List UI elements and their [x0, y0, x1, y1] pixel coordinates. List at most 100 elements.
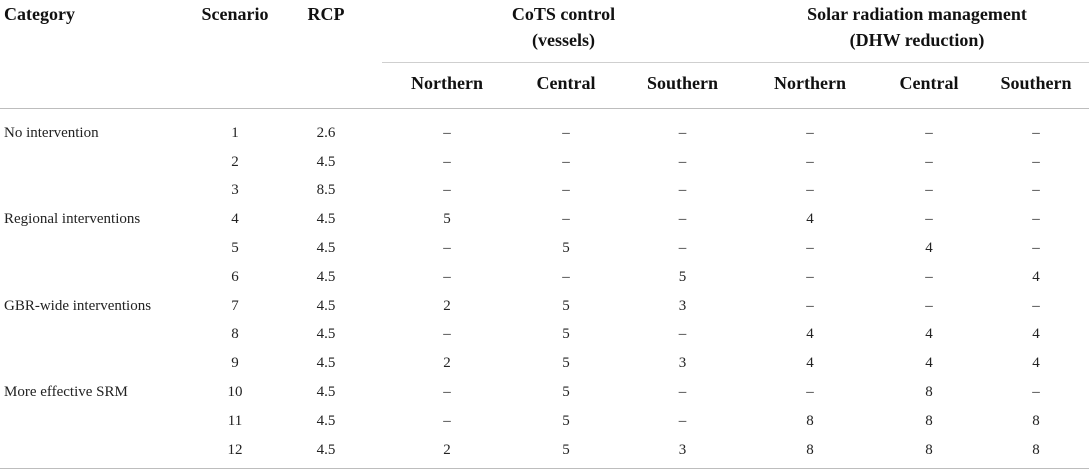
- table-row: No intervention 1 2.6 – – – – – –: [0, 109, 1089, 148]
- rcp-cell: 4.5: [316, 412, 336, 429]
- cots-southern-cell: –: [678, 412, 687, 429]
- cots-northern-cell: 2: [443, 297, 451, 314]
- cots-central-cell: –: [562, 124, 570, 141]
- cots-southern-cell: 3: [678, 297, 687, 314]
- rcp-cell: 4.5: [316, 355, 336, 372]
- scenario-cell: 11: [227, 412, 243, 429]
- srm-central-cell: –: [925, 211, 933, 228]
- scenario-cell: 3: [231, 182, 239, 199]
- cots-southern-cell: –: [678, 124, 687, 141]
- cots-central-header: Central: [536, 73, 596, 93]
- srm-central-header: Central: [899, 73, 959, 93]
- cots-control-header: CoTS control (vessels): [382, 0, 745, 63]
- cots-northern-cell: –: [443, 240, 451, 257]
- srm-central-cell: 4: [925, 240, 933, 257]
- cots-southern-cell: –: [678, 211, 687, 228]
- rcp-cell: 4.5: [316, 268, 336, 285]
- srm-northern-cell: –: [806, 240, 814, 257]
- srm-southern-cell: –: [1032, 240, 1040, 257]
- srm-northern-header: Northern: [774, 73, 846, 93]
- srm-northern-cell: 4: [806, 355, 814, 372]
- srm-northern-cell: –: [806, 384, 814, 401]
- scenario-cell: 10: [227, 384, 243, 401]
- srm-southern-header: Southern: [1000, 73, 1072, 93]
- category-cell: [0, 321, 200, 350]
- cots-central-cell: 5: [562, 297, 570, 314]
- srm-northern-cell: –: [806, 268, 814, 285]
- table-row: More effective SRM 10 4.5 – 5 – – 8 –: [0, 378, 1089, 407]
- srm-central-cell: 4: [925, 326, 933, 343]
- cots-central-cell: 5: [562, 384, 570, 401]
- cots-southern-header: Southern: [646, 73, 718, 93]
- category-header: Category: [4, 4, 75, 24]
- category-cell: More effective SRM: [4, 384, 128, 401]
- cots-northern-cell: –: [443, 412, 451, 429]
- category-cell: [0, 234, 200, 263]
- cots-control-subtitle: (vessels): [532, 30, 595, 50]
- cots-southern-cell: 5: [678, 268, 687, 285]
- srm-central-cell: 8: [925, 412, 933, 429]
- cots-northern-cell: 5: [443, 211, 451, 228]
- table-row: 3 8.5 – – – – – –: [0, 177, 1089, 206]
- cots-central-cell: 5: [562, 412, 570, 429]
- cots-control-title: CoTS control: [511, 4, 616, 24]
- rcp-header: RCP: [307, 4, 345, 24]
- srm-southern-cell: –: [1032, 384, 1040, 401]
- table-row: 8 4.5 – 5 – 4 4 4: [0, 321, 1089, 350]
- srm-northern-cell: –: [806, 297, 814, 314]
- srm-header: Solar radiation management (DHW reductio…: [745, 0, 1089, 63]
- cots-southern-cell: –: [678, 153, 687, 170]
- srm-subtitle: (DHW reduction): [849, 30, 985, 50]
- rcp-cell: 4.5: [316, 240, 336, 257]
- scenario-cell: 2: [231, 153, 239, 170]
- category-cell: GBR-wide interventions: [4, 297, 152, 314]
- cots-southern-cell: –: [678, 384, 687, 401]
- srm-northern-cell: –: [806, 182, 814, 199]
- cots-northern-cell: 2: [443, 355, 451, 372]
- scenario-cell: 5: [231, 240, 239, 257]
- srm-central-cell: –: [925, 124, 933, 141]
- cots-northern-cell: –: [443, 326, 451, 343]
- srm-southern-cell: –: [1032, 297, 1040, 314]
- rcp-cell: 4.5: [316, 211, 336, 228]
- category-cell: No intervention: [4, 124, 99, 141]
- rcp-cell: 4.5: [316, 297, 336, 314]
- cots-central-cell: –: [562, 153, 570, 170]
- cots-central-cell: 5: [562, 441, 570, 458]
- table-row: 6 4.5 – – 5 – – 4: [0, 263, 1089, 292]
- srm-central-cell: –: [925, 153, 933, 170]
- srm-northern-cell: 4: [806, 326, 814, 343]
- cots-northern-cell: 2: [443, 441, 451, 458]
- srm-northern-cell: 8: [806, 412, 814, 429]
- cots-northern-header: Northern: [411, 73, 483, 93]
- srm-southern-cell: 8: [1032, 441, 1040, 458]
- cots-central-cell: 5: [562, 326, 570, 343]
- srm-northern-cell: –: [806, 153, 814, 170]
- cots-northern-cell: –: [443, 268, 451, 285]
- category-cell: [0, 349, 200, 378]
- srm-central-cell: –: [925, 297, 933, 314]
- table-body: No intervention 1 2.6 – – – – – – 2 4.5 – – – – – – 3 8.5 –…: [0, 109, 1089, 465]
- srm-southern-cell: 4: [1032, 326, 1040, 343]
- scenario-cell: 1: [231, 124, 239, 141]
- srm-southern-cell: 8: [1032, 412, 1040, 429]
- scenario-cell: 7: [231, 297, 239, 314]
- srm-title: Solar radiation management: [807, 4, 1027, 24]
- table-bottom-rule: [0, 468, 1089, 469]
- srm-northern-cell: 4: [806, 211, 814, 228]
- cots-southern-cell: 3: [678, 441, 687, 458]
- table-row: 9 4.5 2 5 3 4 4 4: [0, 349, 1089, 378]
- category-cell: [0, 263, 200, 292]
- cots-central-cell: –: [562, 268, 570, 285]
- category-cell: [0, 436, 200, 465]
- table-row: 12 4.5 2 5 3 8 8 8: [0, 436, 1089, 465]
- category-cell: [0, 177, 200, 206]
- table-row: 5 4.5 – 5 – – 4 –: [0, 234, 1089, 263]
- scenario-cell: 4: [231, 211, 239, 228]
- scenario-cell: 12: [227, 441, 243, 458]
- rcp-cell: 4.5: [316, 384, 336, 401]
- srm-central-cell: 8: [925, 441, 933, 458]
- srm-central-cell: 8: [925, 384, 933, 401]
